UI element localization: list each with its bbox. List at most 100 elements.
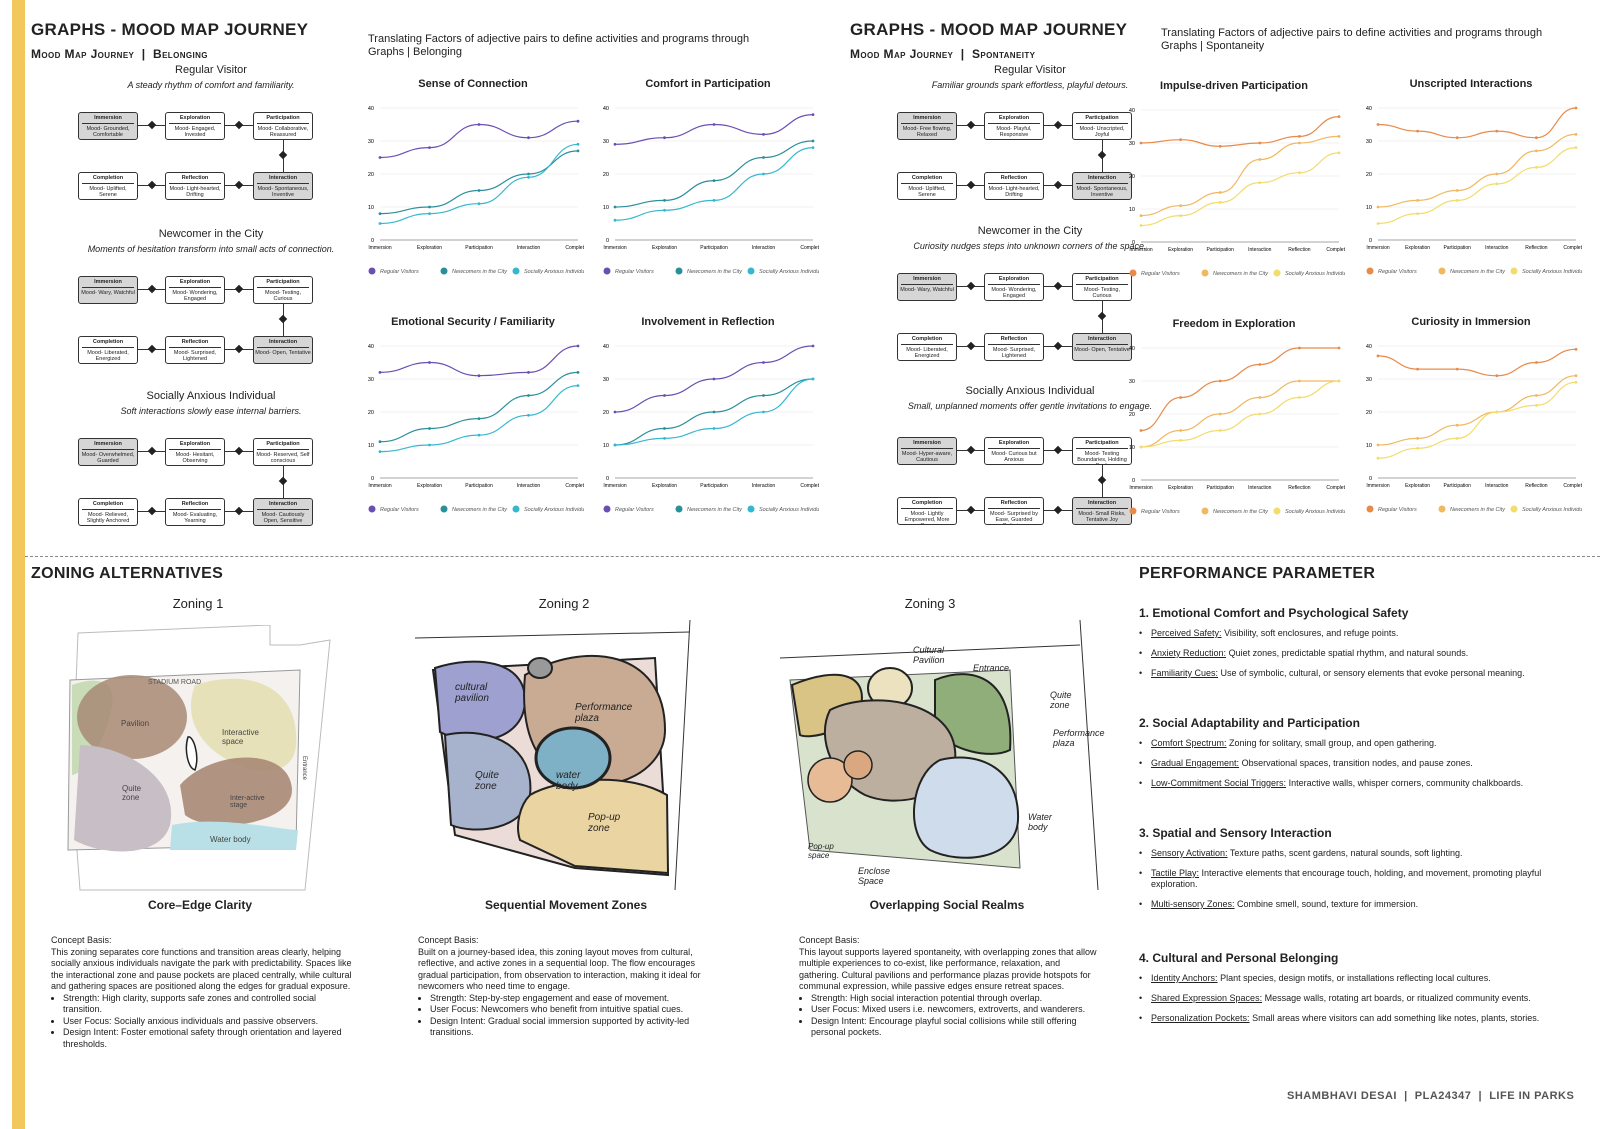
- data-point: [613, 218, 617, 222]
- performance-item-key: Gradual Engagement:: [1151, 758, 1240, 768]
- data-point: [663, 437, 666, 440]
- flow-stage-mood: Mood- Hesitant, Observing: [175, 452, 215, 464]
- data-point: [527, 371, 530, 374]
- y-tick-label: 30: [603, 377, 609, 383]
- data-point: [1179, 204, 1182, 208]
- x-tick-label: Reflection: [1525, 483, 1547, 489]
- flow-node-diamond: [234, 180, 244, 190]
- data-point: [663, 199, 666, 202]
- data-point: [811, 377, 815, 381]
- data-point: [1535, 136, 1538, 140]
- y-tick-label: 40: [1129, 108, 1135, 114]
- performance-item: Personalization Pockets: Small areas whe…: [1139, 1013, 1579, 1024]
- series-line: [1140, 152, 1340, 227]
- performance-item: Gradual Engagement: Observational spaces…: [1139, 758, 1579, 769]
- flow-node-diamond: [147, 344, 157, 354]
- flow-stage-box: Immersion Mood- Hyper-aware, Cautious: [897, 437, 957, 465]
- y-tick-label: 30: [1366, 377, 1372, 383]
- x-tick-label: Interaction: [752, 483, 776, 489]
- flow-stage-box: Participation Mood- Testing, Curious: [1072, 273, 1132, 301]
- flow-node-diamond: [1097, 311, 1107, 321]
- legend-marker: [1366, 505, 1374, 513]
- chart-title: Freedom in Exploration: [1172, 318, 1296, 330]
- y-tick-label: 0: [371, 238, 374, 244]
- data-point: [762, 361, 765, 364]
- flow-stage-name: Immersion: [82, 277, 134, 288]
- flow-stage-name: Immersion: [901, 438, 953, 449]
- data-point: [477, 123, 481, 126]
- flow-node-diamond: [966, 120, 976, 130]
- y-tick-label: 30: [603, 139, 609, 145]
- zoning-3-popup-label: Pop-up space: [808, 842, 834, 860]
- data-point: [762, 394, 765, 397]
- data-point: [1574, 374, 1578, 378]
- flow-stage-box: Interaction Mood- Open, Tentative: [1072, 333, 1132, 361]
- flow-node-diamond: [278, 476, 288, 486]
- flow-node-diamond: [234, 506, 244, 516]
- flow-stage-name: Interaction: [1076, 173, 1128, 184]
- flow-stage-mood: Mood- Surprised, Lightened: [992, 347, 1036, 359]
- data-point: [1337, 379, 1341, 383]
- flow-stage-name: Reflection: [169, 337, 221, 348]
- y-tick-label: 40: [1129, 346, 1135, 352]
- flow-node-diamond: [1097, 475, 1107, 485]
- legend-marker: [1129, 507, 1137, 515]
- data-point: [1455, 189, 1459, 192]
- flow-stage-box: Completion Mood- Relieved, Slightly Ancho…: [78, 498, 138, 526]
- data-point: [1179, 396, 1182, 399]
- data-point: [1218, 144, 1222, 148]
- zoning-1-concept: Concept Basis: This zoning separates core…: [51, 935, 356, 1050]
- data-point: [1495, 410, 1499, 414]
- y-tick-label: 20: [1366, 410, 1372, 416]
- performance-item: Perceived Safety: Visibility, soft enclo…: [1139, 628, 1579, 639]
- flow-stage-box: Interaction Mood- Open, Tentative: [253, 336, 313, 364]
- legend-marker: [675, 505, 683, 513]
- legend-marker: [1201, 507, 1209, 515]
- data-point: [663, 208, 666, 212]
- flow-stage-box: Exploration Mood- Wondering, Engaged: [165, 276, 225, 304]
- x-tick-label: Completion: [1563, 483, 1582, 489]
- x-tick-label: Participation: [700, 483, 728, 489]
- data-point: [663, 136, 666, 140]
- zoning-1-label: Zoning 1: [172, 596, 224, 611]
- zoning-3-plaza-label: Performance plaza: [1053, 728, 1105, 748]
- zoning-3-quite-label: Quite zone: [1050, 690, 1072, 710]
- data-point: [428, 212, 431, 215]
- line-chart: 0 10 20 30 40 Immersion Exploration Participati…: [1129, 108, 1345, 277]
- legend-label: Socially Anxious Individual: [524, 269, 584, 275]
- line-chart: 0 10 20 30 40 Immersion Exploration Participati…: [368, 344, 584, 513]
- performance-item-key: Low-Commitment Social Triggers:: [1151, 778, 1287, 788]
- data-point: [1416, 446, 1419, 450]
- y-tick-label: 10: [368, 443, 374, 449]
- flow-stage-mood: Mood- Small Risks, Tentative Joy: [1078, 511, 1126, 523]
- flow-stage-box: Participation Mood- Testing Boundaries, H…: [1072, 437, 1132, 465]
- zoning-1-name: Core–Edge Clarity: [147, 898, 253, 912]
- performance-item-text: Visibility, soft enclosures, and refuge …: [1224, 628, 1399, 638]
- flow-stage-mood: Mood- Overwhelmed, Guarded: [81, 452, 135, 464]
- data-point: [1574, 380, 1578, 384]
- flow-stage-mood: Mood- Uplifted, Serene: [908, 186, 946, 198]
- data-point: [1258, 181, 1262, 184]
- legend-label: Regular Visitors: [1378, 269, 1417, 275]
- y-tick-label: 0: [606, 476, 609, 482]
- data-point: [663, 427, 666, 430]
- flow-stage-name: Interaction: [257, 173, 309, 184]
- flow-node-diamond: [966, 180, 976, 190]
- persona-description: Soft interactions slowly ease internal b…: [120, 406, 302, 416]
- performance-heading: 4. Cultural and Personal Belonging: [1139, 951, 1339, 965]
- flow-stage-mood: Mood- Hyper-aware, Cautious: [901, 451, 953, 463]
- flow-stage-mood: Mood- Light-hearted, Drifting: [988, 186, 1040, 198]
- zoning-2-label: Zoning 2: [538, 596, 590, 611]
- performance-item: Tactile Play: Interactive elements that …: [1139, 868, 1579, 890]
- data-point: [527, 394, 530, 397]
- data-point: [527, 175, 530, 179]
- flow-stage-name: Immersion: [82, 439, 134, 450]
- performance-item-text: Quiet zones, predictable spatial rhythm,…: [1228, 648, 1469, 658]
- data-point: [428, 361, 431, 364]
- footer: SHAMBHAVI DESAI | PLA24347 | LIFE IN PAR…: [1287, 1090, 1575, 1102]
- legend-marker: [603, 267, 611, 275]
- flow-stage-box: Completion Mood- Uplifted, Serene: [78, 172, 138, 200]
- section-divider: [25, 556, 1600, 557]
- performance-item-text: Observational spaces, transition nodes, …: [1241, 758, 1473, 768]
- data-point: [1337, 135, 1341, 138]
